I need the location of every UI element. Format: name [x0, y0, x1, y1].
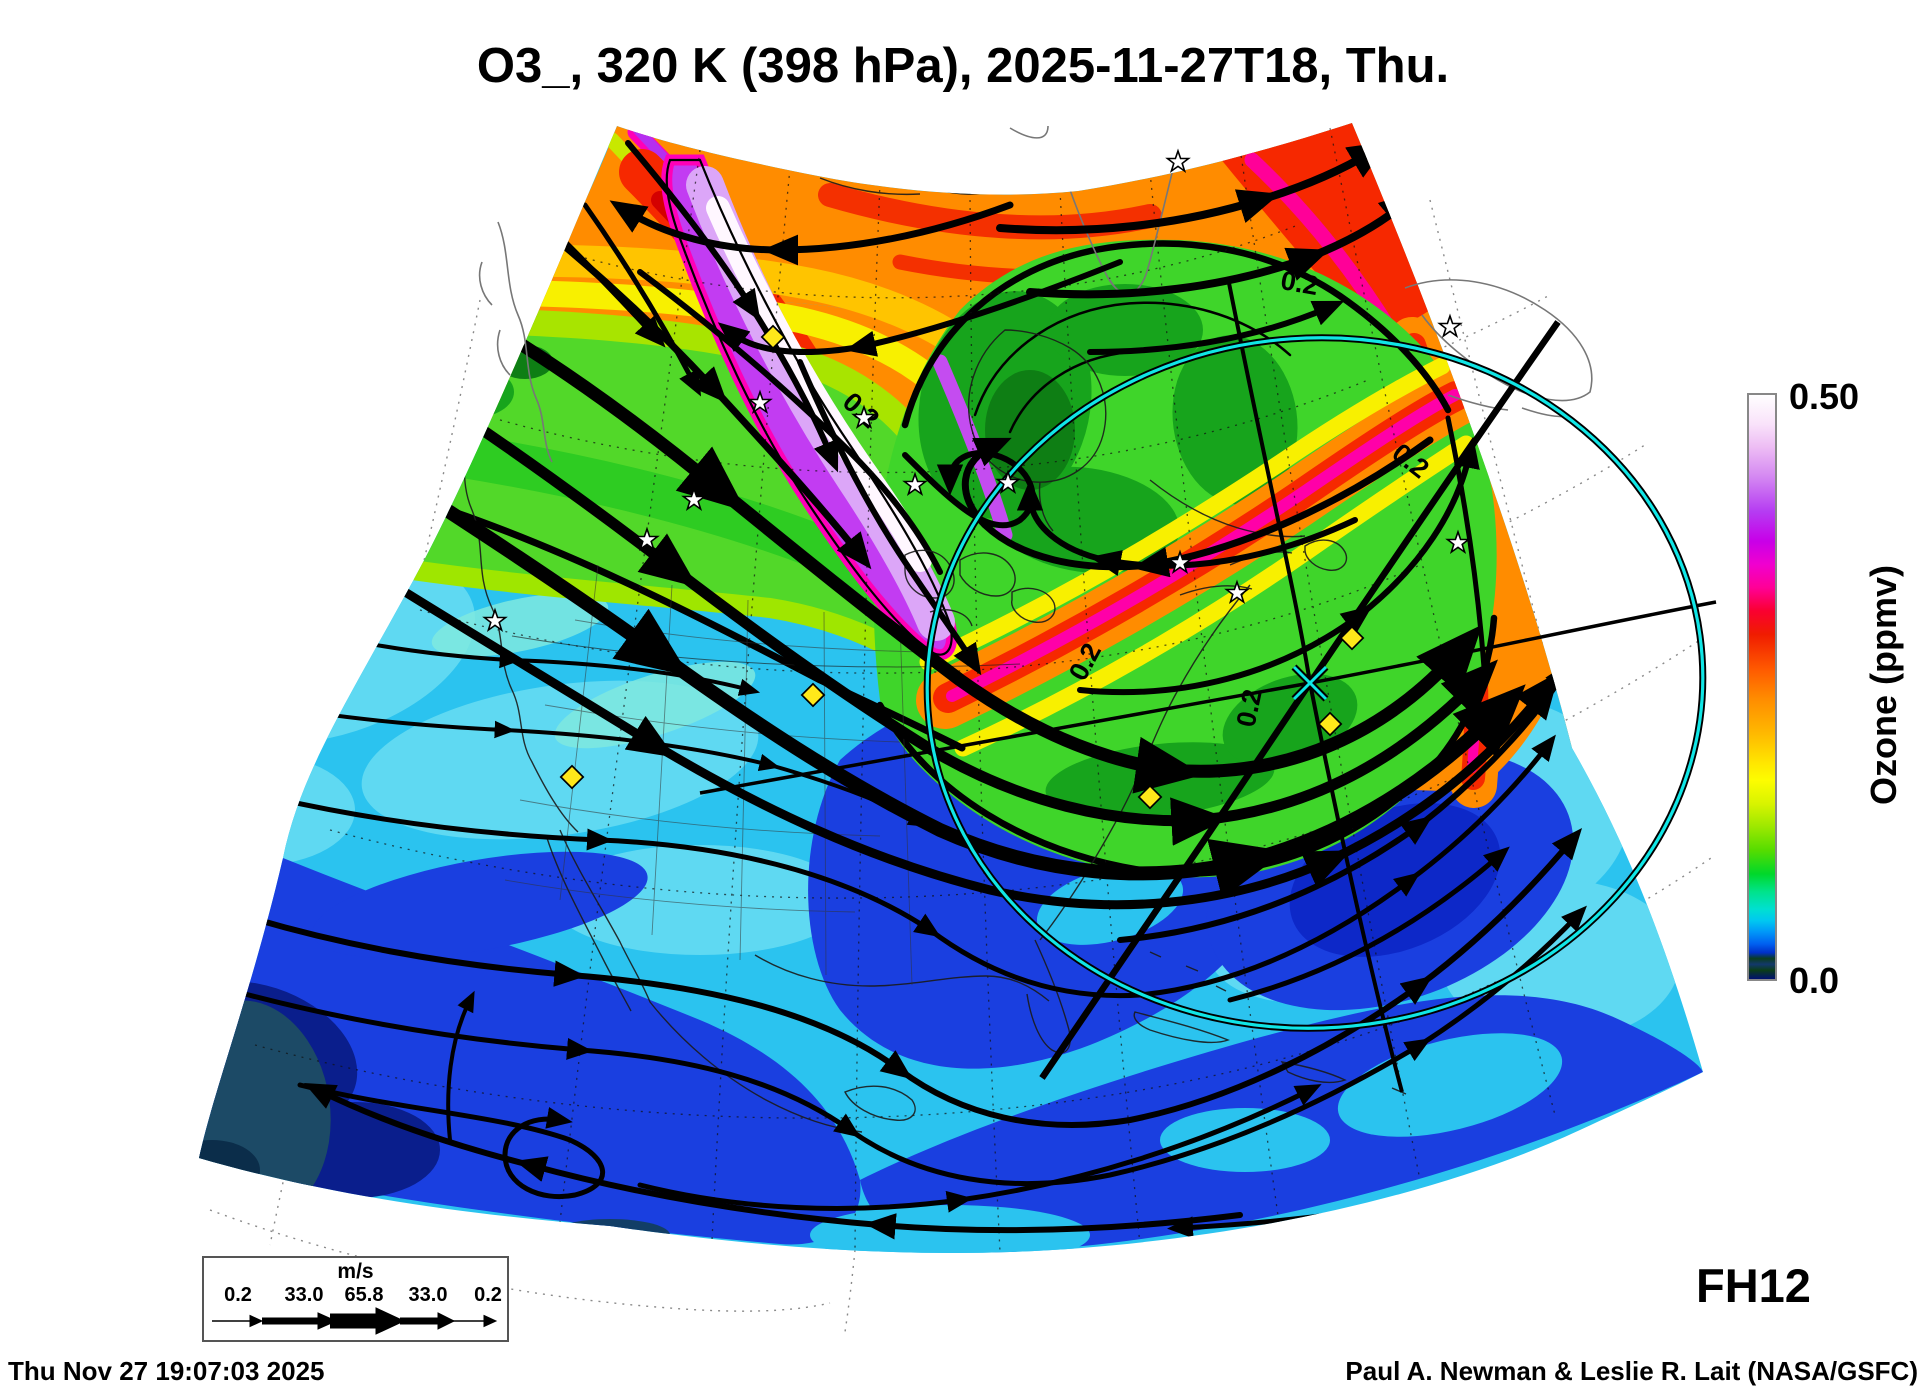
credit-line: Paul A. Newman & Leslie R. Lait (NASA/GS…: [1345, 1356, 1918, 1386]
page-title: O3_, 320 K (398 hPa), 2025-11-27T18, Thu…: [476, 39, 1450, 93]
wind-legend-value: 33.0: [284, 1284, 324, 1306]
colorbar: [1747, 393, 1777, 981]
wind-legend-value: 0.2: [224, 1284, 252, 1306]
range-ring: [923, 334, 1707, 1032]
colorbar-max-label: 0.50: [1789, 376, 1860, 417]
colorbar-title: Ozone (ppmv): [1863, 565, 1904, 805]
forecast-hour-label: FH12: [1696, 1259, 1811, 1312]
state-borders: [504, 564, 931, 986]
wind-speed-legend: m/s 0.2 33.0 65.8 33.0 0.2: [202, 1256, 509, 1342]
wind-legend-value: 65.8: [344, 1284, 384, 1306]
wind-legend-unit: m/s: [337, 1260, 374, 1283]
ozone-field: 0.2 0.2 0.2 0.2 0.2: [199, 123, 1703, 1253]
ring-center-marker: [1291, 664, 1329, 702]
svg-text:0.2: 0.2: [1278, 265, 1320, 301]
colorbar-min-label: 0.0: [1789, 960, 1840, 1001]
wind-legend-arrow-scale: [212, 1307, 498, 1335]
generation-timestamp: Thu Nov 27 19:07:03 2025: [8, 1356, 325, 1386]
wind-legend-value: 33.0: [408, 1284, 448, 1306]
wind-legend-value: 0.2: [474, 1284, 502, 1306]
